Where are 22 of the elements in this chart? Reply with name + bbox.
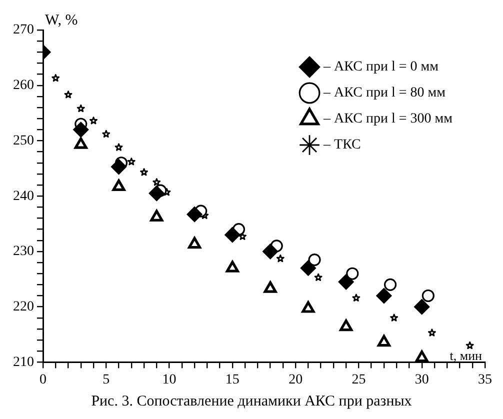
y-tick-label: 260	[13, 78, 34, 94]
x-tick-label: 20	[288, 372, 303, 388]
legend-label: – ТКС	[322, 138, 361, 153]
x-tick-label: 35	[478, 372, 492, 388]
legend-label: – АКС при l = 80 мм	[322, 86, 446, 101]
y-axis-title: W, %	[45, 12, 78, 28]
x-tick-label: 25	[352, 372, 366, 388]
x-tick-label: 5	[102, 372, 110, 388]
y-tick-label: 210	[13, 354, 34, 370]
y-tick-label: 230	[13, 244, 34, 260]
x-tick-label: 30	[414, 372, 429, 388]
y-tick-label: 240	[13, 188, 34, 204]
x-axis-title: t, мин	[450, 348, 482, 364]
x-tick-label: 10	[162, 372, 176, 388]
legend-label: – АКС при l = 0 мм	[322, 60, 439, 75]
legend-label: – АКС при l = 300 мм	[322, 112, 453, 127]
y-tick-label: 220	[13, 300, 34, 315]
x-tick-label: 15	[225, 372, 240, 388]
text: Рис. 3. Сопоставление динамики АКС при разных	[91, 393, 412, 410]
y-tick-label: 270	[13, 22, 34, 38]
y-tick-label: 250	[13, 133, 34, 148]
x-tick-label: 0	[40, 372, 46, 388]
